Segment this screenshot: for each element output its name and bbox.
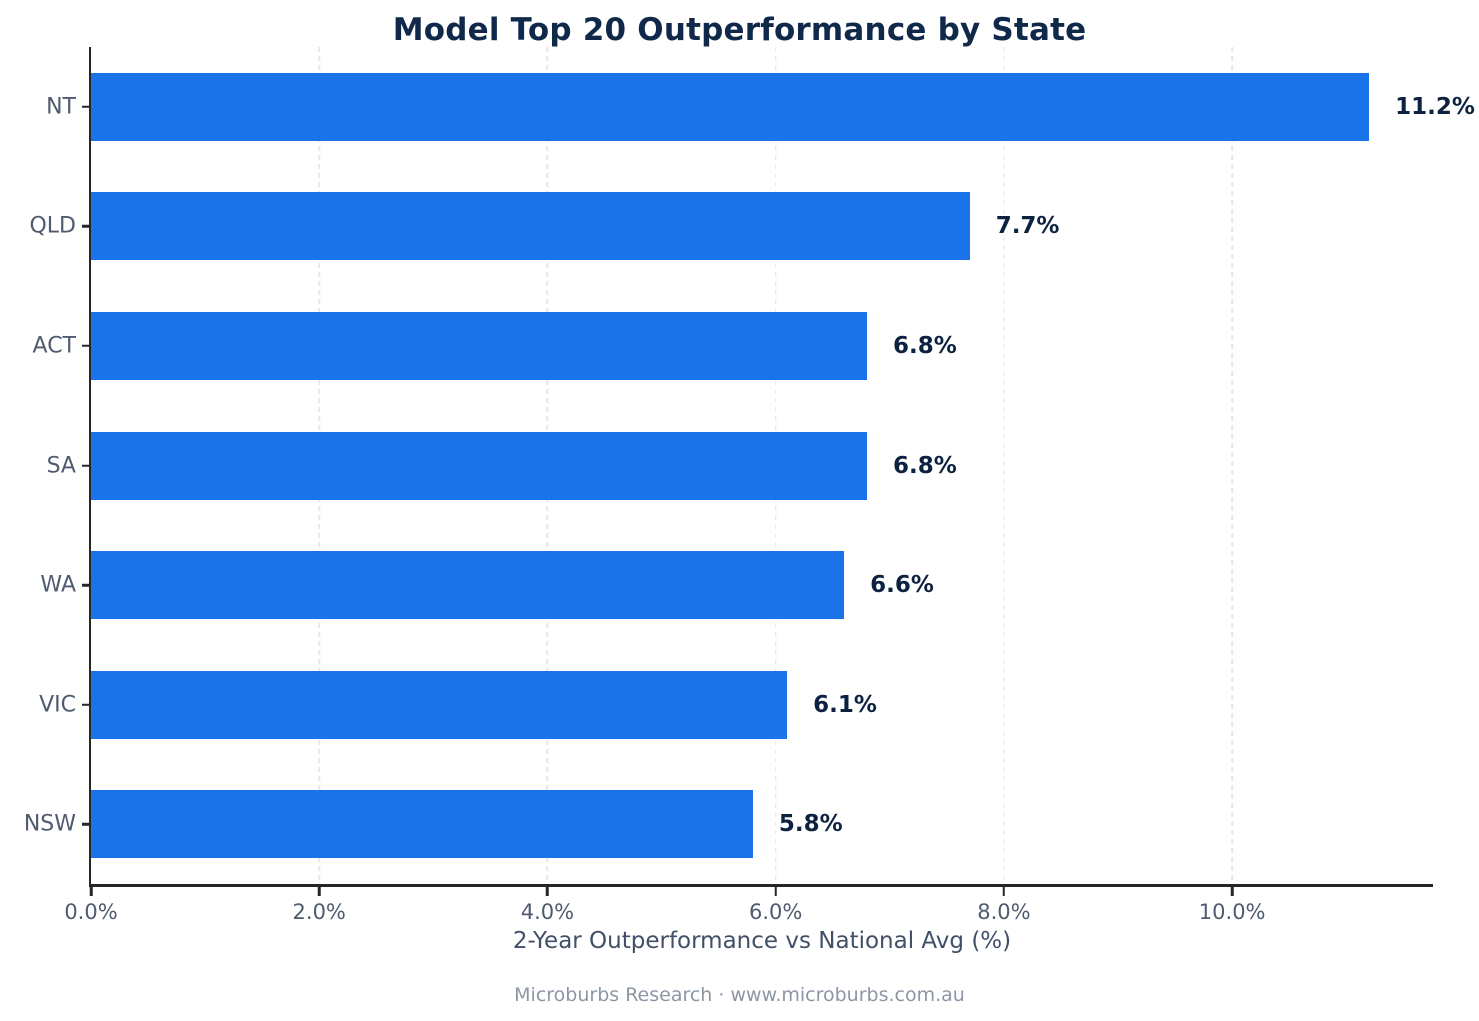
x-tick-label: 8.0% xyxy=(977,900,1031,924)
y-tick xyxy=(82,225,91,228)
x-tick xyxy=(89,886,93,896)
bar-row: SA 6.8% xyxy=(47,406,1433,526)
y-tick xyxy=(82,823,91,826)
y-tick xyxy=(82,703,91,706)
y-tick xyxy=(82,344,91,348)
bar xyxy=(91,192,970,261)
value-label: 6.6% xyxy=(870,572,934,599)
gridline xyxy=(1231,47,1233,884)
chart-title: Model Top 20 Outperformance by State xyxy=(392,12,1087,48)
value-label: 11.2% xyxy=(1395,93,1475,120)
gridline xyxy=(1003,47,1005,884)
value-label: 6.1% xyxy=(813,691,877,718)
x-tick xyxy=(317,886,321,896)
category-label: ACT xyxy=(32,333,76,359)
footer-attribution: Microburbs Research · www.microburbs.com… xyxy=(514,984,965,1006)
x-tick-label: 0.0% xyxy=(64,900,118,924)
category-label: QLD xyxy=(29,213,76,239)
bar-row: WA 6.6% xyxy=(40,525,1433,645)
bar-row: NT 11.2% xyxy=(46,47,1475,167)
category-label: WA xyxy=(40,572,76,598)
bar xyxy=(91,670,788,739)
category-label: SA xyxy=(46,453,76,479)
x-tick-label: 4.0% xyxy=(520,900,575,924)
bar xyxy=(91,431,867,500)
category-label: NT xyxy=(46,94,76,120)
x-tick xyxy=(774,886,777,896)
x-tick xyxy=(1230,886,1234,896)
x-tick-label: 10.0% xyxy=(1198,900,1266,924)
bar xyxy=(91,790,753,859)
y-tick xyxy=(82,105,91,109)
value-label: 6.8% xyxy=(892,452,957,479)
y-tick xyxy=(82,583,91,587)
x-tick-label: 2.0% xyxy=(292,900,346,924)
x-axis-label: 2-Year Outperformance vs National Avg (%… xyxy=(512,928,1012,954)
bar xyxy=(91,72,1370,141)
x-tick-label: 6.0% xyxy=(749,900,803,924)
x-tick xyxy=(546,886,549,896)
y-tick xyxy=(82,464,91,467)
x-axis-spine xyxy=(88,884,1433,887)
bar xyxy=(91,311,867,380)
value-label: 5.8% xyxy=(778,811,843,838)
category-label: VIC xyxy=(39,692,76,718)
category-label: NSW xyxy=(23,811,76,837)
bar-row: ACT 6.8% xyxy=(33,286,1433,406)
x-tick xyxy=(1002,886,1006,896)
value-label: 6.8% xyxy=(892,332,957,359)
y-axis-spine xyxy=(88,47,91,887)
bar-row: QLD 7.7% xyxy=(29,167,1433,287)
bar-row: VIC 6.1% xyxy=(39,645,1433,765)
bar xyxy=(91,551,845,620)
plot-area: NT 11.2% QLD 7.7% ACT 6.8% SA 6.8% WA 6.6% VIC 6.1%… xyxy=(24,47,1475,954)
value-label: 7.7% xyxy=(995,213,1060,240)
bar-row: NSW 5.8% xyxy=(24,764,1433,884)
bar-rows: NT 11.2% QLD 7.7% ACT 6.8% SA 6.8% WA 6.6% VIC 6.1%… xyxy=(24,47,1475,884)
